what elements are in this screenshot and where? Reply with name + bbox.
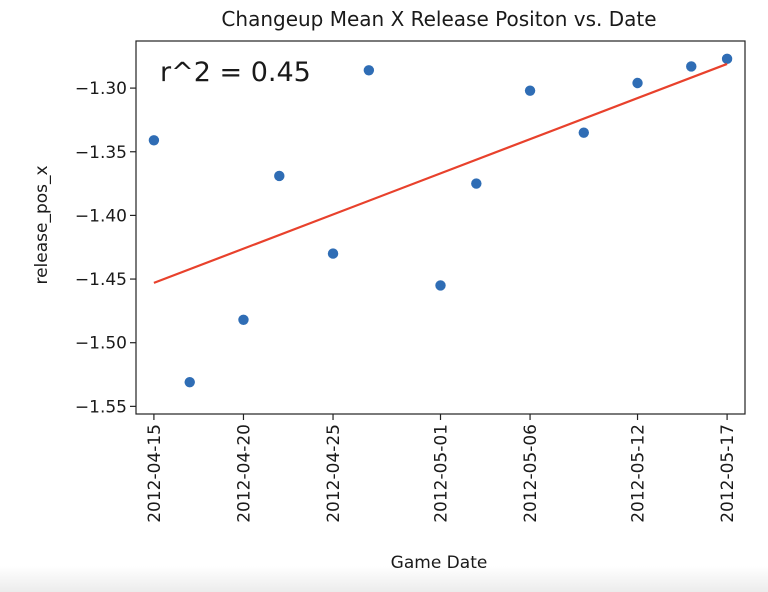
data-point xyxy=(363,65,375,76)
data-point xyxy=(148,135,160,146)
x-tick-label: 2012-05-17 xyxy=(718,424,738,523)
chart-title: Changeup Mean X Release Positon vs. Date xyxy=(221,7,656,31)
plot-area xyxy=(135,40,746,415)
data-point xyxy=(524,85,536,96)
data-point xyxy=(327,248,339,259)
data-point xyxy=(238,314,249,325)
y-tick-label: −1.55 xyxy=(75,397,127,417)
data-point xyxy=(578,127,589,138)
x-tick-label: 2012-04-25 xyxy=(324,424,344,523)
x-axis-ticks: 2012-04-15 2012-04-20 2012-04-25 2012-05-01… xyxy=(145,414,738,523)
x-tick-label: 2012-05-12 xyxy=(629,424,649,523)
y-tick-label: −1.50 xyxy=(75,334,127,354)
y-tick-label: −1.30 xyxy=(75,79,127,99)
x-tick-label: 2012-05-06 xyxy=(521,424,541,523)
regression-line xyxy=(153,62,728,284)
data-point xyxy=(721,53,733,65)
data-point xyxy=(274,170,285,182)
data-point xyxy=(686,61,697,72)
y-tick-label: −1.40 xyxy=(75,206,127,226)
data-point xyxy=(471,178,482,189)
plot-frame xyxy=(135,40,746,415)
y-tick-label: −1.45 xyxy=(75,270,127,290)
r-squared-annotation: r^2 = 0.45 xyxy=(160,57,311,88)
data-point xyxy=(435,280,446,291)
x-tick-label: 2012-04-20 xyxy=(234,424,254,523)
x-tick-label: 2012-04-15 xyxy=(145,424,165,523)
data-point xyxy=(632,77,643,89)
x-tick-label: 2012-05-01 xyxy=(432,424,452,523)
y-axis-ticks: −1.30 −1.35 −1.40 −1.45 −1.50 −1.55 xyxy=(75,79,136,417)
y-axis-label: release_pos_x xyxy=(32,165,52,284)
y-tick-label: −1.35 xyxy=(75,143,127,163)
x-axis-label: Game Date xyxy=(391,553,488,573)
data-point xyxy=(184,376,195,388)
